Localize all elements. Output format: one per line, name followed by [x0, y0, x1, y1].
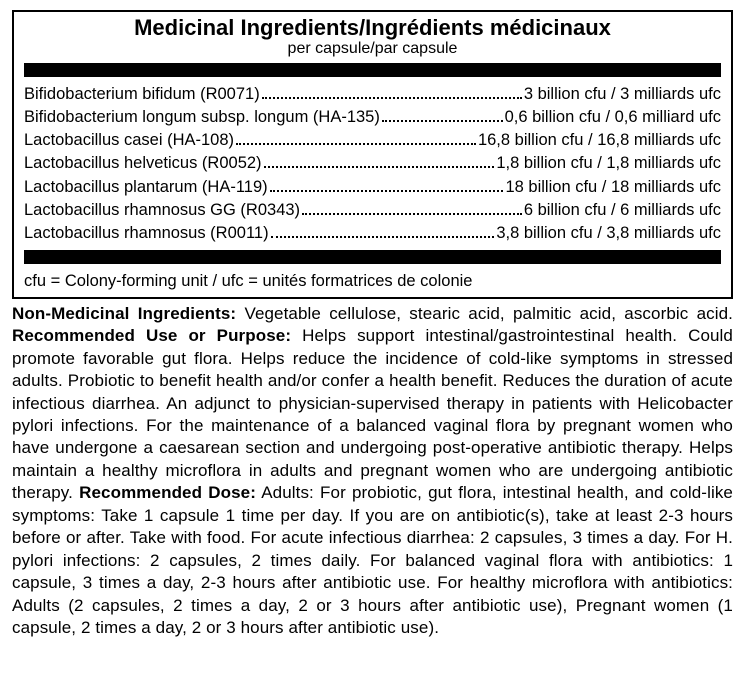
ingredient-row: Bifidobacterium bifidum (R0071) 3 billio… — [24, 83, 721, 106]
ingredient-name: Lactobacillus rhamnosus (R0011) — [24, 222, 269, 245]
ingredient-name: Bifidobacterium longum subsp. longum (HA… — [24, 106, 380, 129]
ingredient-value: 1,8 billion cfu / 1,8 milliards ufc — [496, 152, 721, 175]
ingredient-row: Lactobacillus rhamnosus (R0011) 3,8 bill… — [24, 222, 721, 245]
cfu-legend: cfu = Colony-forming unit / ufc = unités… — [24, 270, 721, 293]
ingredient-value: 18 billion cfu / 18 milliards ufc — [505, 176, 721, 199]
ingredient-row: Lactobacillus rhamnosus GG (R0343) 6 bil… — [24, 199, 721, 222]
ingredient-name: Lactobacillus plantarum (HA-119) — [24, 176, 268, 199]
ingredient-name: Lactobacillus rhamnosus GG (R0343) — [24, 199, 300, 222]
text-recommended-use: Helps support intestinal/gastrointestina… — [12, 326, 733, 502]
body-paragraph: Non-Medicinal Ingredients: Vegetable cel… — [12, 303, 733, 640]
text-recommended-dose: Adults: For probiotic, gut flora, intest… — [12, 483, 733, 637]
divider-bar-top — [24, 63, 721, 77]
ingredient-row: Lactobacillus plantarum (HA-119) 18 bill… — [24, 176, 721, 199]
leader-dots — [270, 178, 504, 192]
ingredient-row: Bifidobacterium longum subsp. longum (HA… — [24, 106, 721, 129]
divider-bar-bottom — [24, 250, 721, 264]
ingredient-name: Lactobacillus casei (HA-108) — [24, 129, 234, 152]
text-non-medicinal: Vegetable cellulose, stearic acid, palmi… — [236, 304, 733, 323]
leader-dots — [271, 224, 495, 238]
ingredient-value: 16,8 billion cfu / 16,8 milliards ufc — [478, 129, 721, 152]
leader-dots — [264, 154, 495, 168]
ingredients-panel: Medicinal Ingredients/Ingrédients médici… — [12, 10, 733, 299]
ingredient-value: 3,8 billion cfu / 3,8 milliards ufc — [496, 222, 721, 245]
leader-dots — [236, 131, 476, 145]
ingredient-value: 3 billion cfu / 3 milliards ufc — [524, 83, 721, 106]
panel-title: Medicinal Ingredients/Ingrédients médici… — [24, 16, 721, 40]
ingredient-row: Lactobacillus helveticus (R0052) 1,8 bill… — [24, 152, 721, 175]
heading-non-medicinal: Non-Medicinal Ingredients: — [12, 304, 236, 323]
heading-recommended-use: Recommended Use or Purpose: — [12, 326, 291, 345]
ingredient-row: Lactobacillus casei (HA-108) 16,8 billio… — [24, 129, 721, 152]
panel-subtitle: per capsule/par capsule — [24, 40, 721, 58]
ingredient-name: Lactobacillus helveticus (R0052) — [24, 152, 262, 175]
leader-dots — [302, 201, 522, 215]
leader-dots — [382, 108, 503, 122]
ingredients-list: Bifidobacterium bifidum (R0071) 3 billio… — [24, 83, 721, 245]
ingredient-value: 0,6 billion cfu / 0,6 milliard ufc — [505, 106, 721, 129]
heading-recommended-dose: Recommended Dose: — [79, 483, 256, 502]
leader-dots — [262, 85, 522, 99]
ingredient-name: Bifidobacterium bifidum (R0071) — [24, 83, 260, 106]
ingredient-value: 6 billion cfu / 6 milliards ufc — [524, 199, 721, 222]
